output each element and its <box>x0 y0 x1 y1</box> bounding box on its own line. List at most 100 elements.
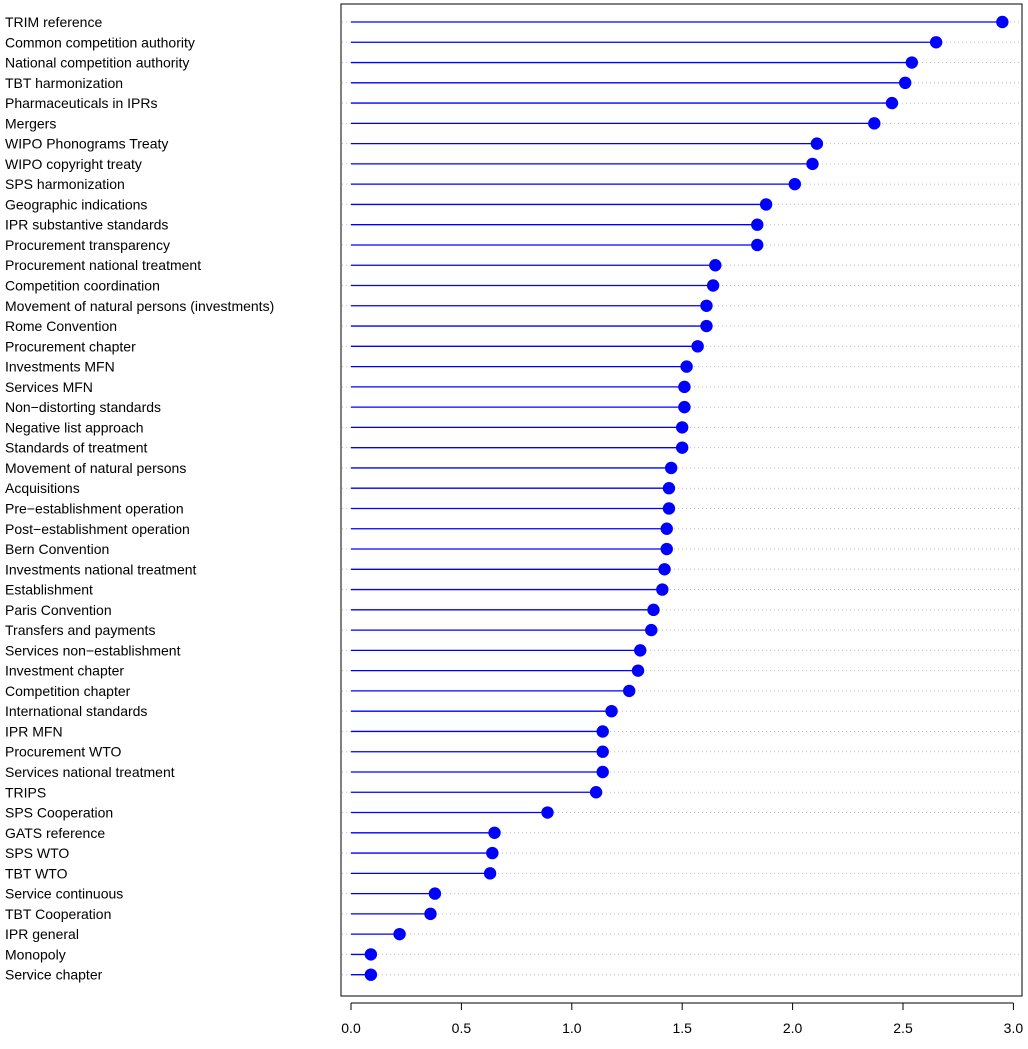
data-point <box>658 563 671 576</box>
category-label: Procurement chapter <box>5 338 136 354</box>
data-point <box>623 684 636 698</box>
category-label: Services non−establishment <box>5 642 181 658</box>
category-label: WIPO Phonograms Treaty <box>5 136 168 152</box>
data-point <box>680 360 693 373</box>
data-point <box>700 319 713 333</box>
category-label: Investments national treatment <box>5 561 197 577</box>
category-label: Competition chapter <box>5 683 131 699</box>
category-label: Procurement transparency <box>5 237 170 253</box>
category-label: IPR MFN <box>5 723 63 739</box>
category-label: Monopoly <box>5 946 66 962</box>
data-point <box>678 380 691 394</box>
category-label: Investments MFN <box>5 359 115 375</box>
data-point <box>656 583 669 596</box>
category-label: Services MFN <box>5 379 93 395</box>
data-point <box>364 948 378 961</box>
category-label: TBT Cooperation <box>5 906 111 922</box>
x-tick-label: 1.5 <box>672 1020 692 1036</box>
data-point <box>596 725 609 738</box>
category-label: Procurement national treatment <box>5 257 201 273</box>
data-point <box>596 745 609 758</box>
category-label: IPR general <box>5 926 79 942</box>
category-label: Service continuous <box>5 886 123 902</box>
category-label: TBT WTO <box>5 865 68 881</box>
category-label: Paris Convention <box>5 602 112 618</box>
category-label: Non−distorting standards <box>5 399 161 415</box>
category-label: Establishment <box>5 582 93 598</box>
data-point <box>806 157 819 171</box>
data-point <box>647 603 660 617</box>
data-point <box>709 259 722 272</box>
data-point <box>899 76 912 90</box>
category-label: Investment chapter <box>5 663 124 679</box>
category-label: TBT harmonization <box>5 75 123 91</box>
data-point <box>691 340 704 353</box>
data-point <box>929 36 943 49</box>
data-point <box>751 238 764 252</box>
category-label: Negative list approach <box>5 419 144 435</box>
category-label: Standards of treatment <box>5 440 148 456</box>
data-point <box>700 299 713 312</box>
data-point <box>428 887 442 900</box>
data-point <box>868 117 881 130</box>
data-point <box>596 765 609 779</box>
data-point <box>706 279 720 292</box>
category-label: Rome Convention <box>5 318 117 334</box>
category-label: Services national treatment <box>5 764 175 780</box>
category-label: Pre−establishment operation <box>5 500 184 516</box>
category-label: Competition coordination <box>5 278 160 294</box>
data-point <box>905 56 919 69</box>
data-point <box>759 198 773 211</box>
data-point <box>810 137 824 150</box>
data-point <box>486 846 499 860</box>
data-point <box>589 786 603 799</box>
data-point <box>393 927 406 941</box>
category-label: National competition authority <box>5 55 189 71</box>
data-point <box>541 806 554 819</box>
category-label: Bern Convention <box>5 541 109 557</box>
data-point <box>885 96 899 110</box>
category-label: Pharmaceuticals in IPRs <box>5 95 158 111</box>
data-point <box>676 421 689 434</box>
category-label: SPS Cooperation <box>5 805 113 821</box>
x-tick-label: 1.0 <box>562 1020 582 1036</box>
data-point <box>364 968 378 981</box>
plot-frame <box>340 3 1023 997</box>
x-tick-label: 2.5 <box>893 1020 913 1036</box>
data-point <box>662 482 676 495</box>
data-point <box>788 177 802 191</box>
data-point <box>634 644 647 657</box>
category-label: Procurement WTO <box>5 744 122 760</box>
category-label: TRIPS <box>5 784 46 800</box>
category-label: Post−establishment operation <box>5 521 190 537</box>
category-label: TRIM reference <box>5 14 102 30</box>
x-tick-label: 0.5 <box>452 1020 472 1036</box>
category-label: GATS reference <box>5 825 105 841</box>
data-point <box>424 907 437 921</box>
data-point <box>631 664 645 677</box>
data-point <box>660 522 673 535</box>
category-label: Transfers and payments <box>5 622 155 638</box>
data-point <box>660 542 673 556</box>
category-label: SPS WTO <box>5 845 69 861</box>
data-point <box>645 623 658 637</box>
x-tick-label: 2.0 <box>783 1020 803 1036</box>
data-point <box>678 400 691 414</box>
category-label: IPR substantive standards <box>5 217 168 233</box>
data-point <box>488 826 501 839</box>
data-point <box>605 704 618 718</box>
category-label: Geographic indications <box>5 196 147 212</box>
x-tick-label: 3.0 <box>1004 1020 1024 1036</box>
data-point <box>676 441 689 454</box>
category-label: Movement of natural persons <box>5 460 186 476</box>
category-label: Acquisitions <box>5 480 80 496</box>
category-label: Service chapter <box>5 967 103 983</box>
category-label: WIPO copyright treaty <box>5 156 142 172</box>
category-label: Common competition authority <box>5 34 195 50</box>
data-point <box>664 461 678 475</box>
category-label: SPS harmonization <box>5 176 125 192</box>
data-point <box>662 502 676 515</box>
category-label: Mergers <box>5 115 56 131</box>
